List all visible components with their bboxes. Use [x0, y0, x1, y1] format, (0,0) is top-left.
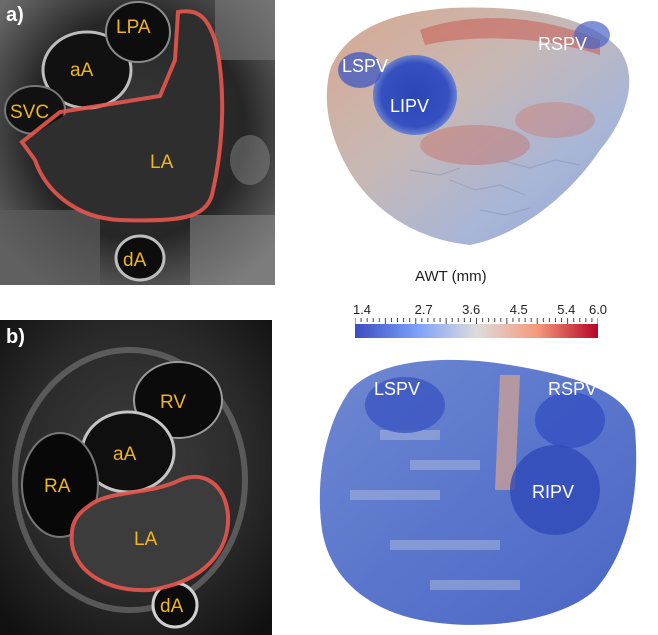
colorbar-tick-label: 2.7 — [414, 302, 433, 317]
awt-render-a: LSPV LIPV RSPV — [326, 7, 630, 246]
colorbar-tick-label: 4.5 — [509, 302, 528, 317]
mri-image-b: RV aA RA LA dA — [0, 320, 272, 635]
mri-panel-b: RV aA RA LA dA b) — [0, 320, 272, 635]
mri-panel-a: LPA aA SVC LA dA a) — [0, 0, 275, 285]
colorbar-tick-label: 6.0 — [588, 302, 608, 317]
label-svc: SVC — [10, 102, 49, 123]
label-da-b: dA — [160, 596, 184, 617]
render-b-label-lspv: LSPV — [374, 379, 420, 399]
label-rv: RV — [160, 392, 186, 413]
colorbar-title: AWT (mm) — [415, 268, 487, 285]
colorbar-tick-label: 1.4 — [352, 302, 372, 317]
render-a-label-rspv: RSPV — [538, 34, 587, 54]
la-contour-a — [19, 9, 225, 223]
render-b-label-ripv: RIPV — [532, 482, 574, 502]
label-aa-b: aA — [113, 444, 137, 465]
label-ra: RA — [44, 476, 71, 497]
render-a-label-lipv: LIPV — [390, 96, 429, 116]
label-aa: aA — [70, 60, 94, 81]
label-la-b: LA — [134, 529, 158, 550]
label-la: LA — [150, 152, 174, 173]
awt-render-b: LSPV RSPV RIPV — [319, 359, 637, 625]
awt-render-panel-b: LSPV RSPV RIPV — [310, 350, 658, 635]
panel-letter-a: a) — [6, 4, 24, 26]
render-a-label-lspv: LSPV — [342, 56, 388, 76]
la-contour-b — [69, 474, 231, 593]
colorbar-tick-label: 3.6 — [462, 302, 481, 317]
mri-image-a: LPA aA SVC LA dA — [0, 0, 275, 285]
colorbar-tick-label: 5.4 — [557, 302, 576, 317]
label-lpa: LPA — [116, 17, 151, 38]
render-b-label-rspv: RSPV — [548, 379, 597, 399]
colorbar-gradient — [355, 318, 598, 338]
label-da: dA — [123, 250, 147, 271]
awt-render-panel-a: LSPV LIPV RSPV — [300, 0, 658, 255]
panel-letter-b: b) — [6, 326, 25, 348]
colorbar — [355, 318, 598, 338]
